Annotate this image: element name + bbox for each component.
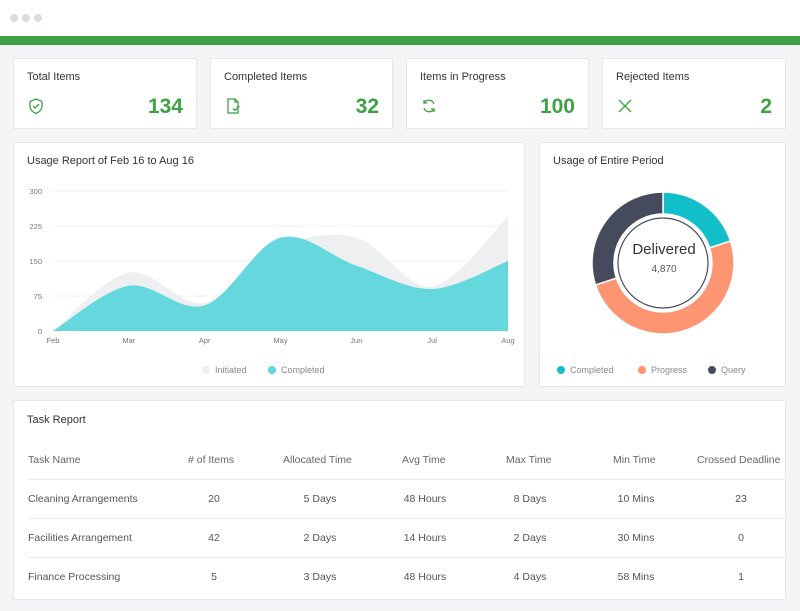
table-row[interactable]: Finance Processing 5 3 Days 48 Hours 4 D… (28, 558, 786, 597)
y-tick-label: 225 (29, 222, 42, 231)
cell-avg: 48 Hours (403, 571, 447, 583)
x-tick-label: Jun (350, 336, 362, 345)
stat-card-in-progress: Items in Progress 100 (406, 58, 589, 129)
cell-avg: 14 Hours (403, 532, 447, 544)
cell-items: 20 (208, 493, 220, 505)
legend-label: Progress (651, 365, 688, 375)
cell-task-name: Facilities Arrangement (28, 532, 132, 544)
column-header[interactable]: Task Name (28, 454, 81, 466)
area-series-completed (53, 236, 508, 331)
stat-value: 2 (760, 95, 772, 118)
cell-max: 2 Days (513, 532, 547, 544)
cell-allocated: 2 Days (303, 532, 337, 544)
stat-card-completed: Completed Items 32 (210, 58, 393, 129)
legend-completed[interactable]: Completed (557, 365, 614, 375)
usage-report-title: Usage Report of Feb 16 to Aug 16 (27, 155, 194, 167)
stat-value: 134 (147, 95, 183, 118)
usage-donut-chart (591, 191, 735, 335)
y-tick-label: 75 (34, 292, 42, 301)
x-tick-label: Feb (47, 336, 60, 345)
x-tick-label: Aug (501, 336, 514, 345)
cell-allocated: 3 Days (303, 571, 337, 583)
window-titlebar (0, 0, 800, 36)
legend-query[interactable]: Query (708, 365, 746, 375)
column-header[interactable]: Crossed Deadline (697, 454, 781, 466)
table-row[interactable]: Facilities Arrangement 42 2 Days 14 Hour… (28, 519, 786, 558)
legend-completed[interactable]: Completed (268, 365, 325, 375)
legend-progress[interactable]: Progress (638, 365, 687, 375)
cell-avg: 48 Hours (403, 493, 447, 505)
donut-slice-query (591, 191, 664, 286)
legend-label: Query (721, 365, 746, 375)
cell-min: 58 Mins (617, 571, 655, 583)
cell-max: 4 Days (513, 571, 547, 583)
donut-slice-completed (662, 191, 732, 249)
column-header[interactable]: Max Time (506, 454, 552, 466)
usage-report-panel: Usage Report of Feb 16 to Aug 16 300 225 1… (13, 142, 525, 387)
cell-task-name: Finance Processing (28, 571, 121, 583)
table-row[interactable]: Cleaning Arrangements 20 5 Days 48 Hours… (28, 480, 786, 519)
cell-min: 10 Mins (617, 493, 655, 505)
donut-slice-progress (594, 240, 735, 335)
column-header[interactable]: # of Items (188, 454, 235, 466)
window-dot-close[interactable] (10, 14, 18, 22)
window-dot-minimize[interactable] (22, 14, 30, 22)
shield-check-icon (29, 98, 43, 115)
cell-items: 5 (211, 571, 217, 583)
legend-swatch-initiated (202, 366, 210, 374)
column-header[interactable]: Avg Time (402, 454, 446, 466)
x-tick-label: Mar (122, 336, 135, 345)
x-tick-label: May (273, 336, 287, 345)
task-report-title: Task Report (27, 414, 86, 426)
x-icon (618, 99, 632, 113)
table-header-row: Task Name # of Items Allocated Time Avg … (28, 441, 786, 480)
legend-swatch-completed (268, 366, 276, 374)
legend-label: Completed (281, 365, 325, 375)
stat-label: Rejected Items (616, 71, 690, 83)
stat-value: 32 (355, 95, 379, 118)
legend-initiated[interactable]: Initiated (202, 365, 247, 375)
y-tick-label: 300 (29, 187, 42, 196)
donut-inner-ring (617, 217, 709, 309)
cell-crossed: 1 (738, 571, 744, 583)
stat-value: 100 (539, 95, 575, 118)
cell-crossed: 0 (738, 532, 744, 544)
usage-period-panel: Usage of Entire Period Delivered 4,870 C… (539, 142, 786, 387)
y-tick-label: 0 (38, 327, 42, 336)
usage-area-chart: 300 225 150 75 0 Feb Mar Apr May Jun Jul Aug (29, 187, 514, 345)
task-table: Task Name # of Items Allocated Time Avg … (28, 441, 786, 597)
header-accent-bar (0, 36, 800, 45)
column-header[interactable]: Min Time (613, 454, 656, 466)
column-header[interactable]: Allocated Time (283, 454, 352, 466)
refresh-icon (423, 99, 435, 113)
cell-items: 42 (208, 532, 220, 544)
document-check-icon (227, 98, 240, 114)
window-dot-maximize[interactable] (34, 14, 42, 22)
cell-allocated: 5 Days (303, 493, 337, 505)
legend-label: Initiated (215, 365, 247, 375)
legend-swatch-query (708, 366, 716, 374)
donut-center-label: Delivered (632, 241, 696, 258)
x-tick-label: Apr (199, 336, 211, 345)
task-report-panel: Task Report Task Name # of Items Allocat… (13, 400, 786, 600)
stat-card-rejected: Rejected Items 2 (602, 58, 786, 129)
usage-period-title: Usage of Entire Period (553, 155, 664, 167)
cell-task-name: Cleaning Arrangements (28, 493, 138, 505)
cell-max: 8 Days (513, 493, 547, 505)
stat-card-total: Total Items 134 (13, 58, 197, 129)
cell-min: 30 Mins (617, 532, 655, 544)
donut-center-value: 4,870 (651, 264, 677, 275)
cell-crossed: 23 (735, 493, 747, 505)
stat-label: Completed Items (224, 71, 308, 83)
legend-swatch-progress (638, 366, 646, 374)
legend-label: Completed (570, 365, 614, 375)
legend-swatch-completed (557, 366, 565, 374)
stat-label: Total Items (27, 71, 81, 83)
stat-label: Items in Progress (420, 71, 506, 83)
x-tick-label: Jul (427, 336, 437, 345)
y-tick-label: 150 (29, 257, 42, 266)
